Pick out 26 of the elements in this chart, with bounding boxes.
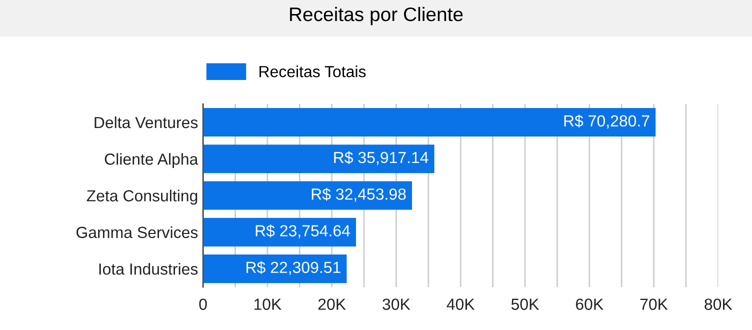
bar	[203, 181, 412, 210]
x-tick-label: 30K	[382, 298, 410, 310]
x-tick-label: 80K	[704, 298, 732, 310]
x-tick-label: 40K	[446, 298, 475, 310]
bar	[203, 254, 347, 284]
x-tick-label: 50K	[511, 298, 540, 310]
legend-label: Receitas Totais	[260, 66, 366, 78]
bar	[203, 144, 434, 174]
data-label: R$ 22,309.51	[246, 261, 340, 275]
y-tick-label: Gamma Services	[76, 226, 198, 238]
data-label: R$ 23,754.64	[256, 224, 350, 238]
x-tick-label: 10K	[254, 298, 282, 310]
data-label: R$ 70,280.7	[564, 114, 650, 128]
x-tick-label: 0	[199, 298, 207, 310]
data-label: R$ 32,453.98	[312, 188, 406, 202]
data-label: R$ 35,917.14	[334, 151, 428, 166]
chart-title: Receitas por Cliente	[290, 6, 463, 26]
bar	[203, 108, 656, 137]
y-tick-label: Delta Ventures	[94, 116, 198, 128]
x-tick-label: 20K	[318, 298, 346, 310]
y-tick-label: Iota Industries	[99, 263, 198, 275]
y-tick-label: Zeta Consulting	[86, 190, 198, 205]
x-tick-label: 70K	[640, 298, 668, 310]
bar	[203, 218, 356, 246]
y-tick-label: Cliente Alpha	[104, 153, 198, 168]
x-tick-label: 60K	[576, 298, 604, 310]
